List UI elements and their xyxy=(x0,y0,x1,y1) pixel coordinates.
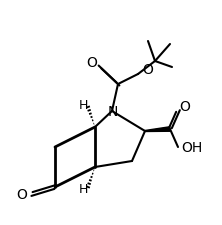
Text: O: O xyxy=(17,187,28,201)
Text: O: O xyxy=(180,99,190,113)
Text: H: H xyxy=(78,183,88,196)
Text: OH: OH xyxy=(181,140,203,154)
Polygon shape xyxy=(145,127,170,132)
Text: O: O xyxy=(87,56,97,70)
Text: N: N xyxy=(108,105,118,119)
Text: H: H xyxy=(78,99,88,112)
Text: O: O xyxy=(143,63,153,77)
